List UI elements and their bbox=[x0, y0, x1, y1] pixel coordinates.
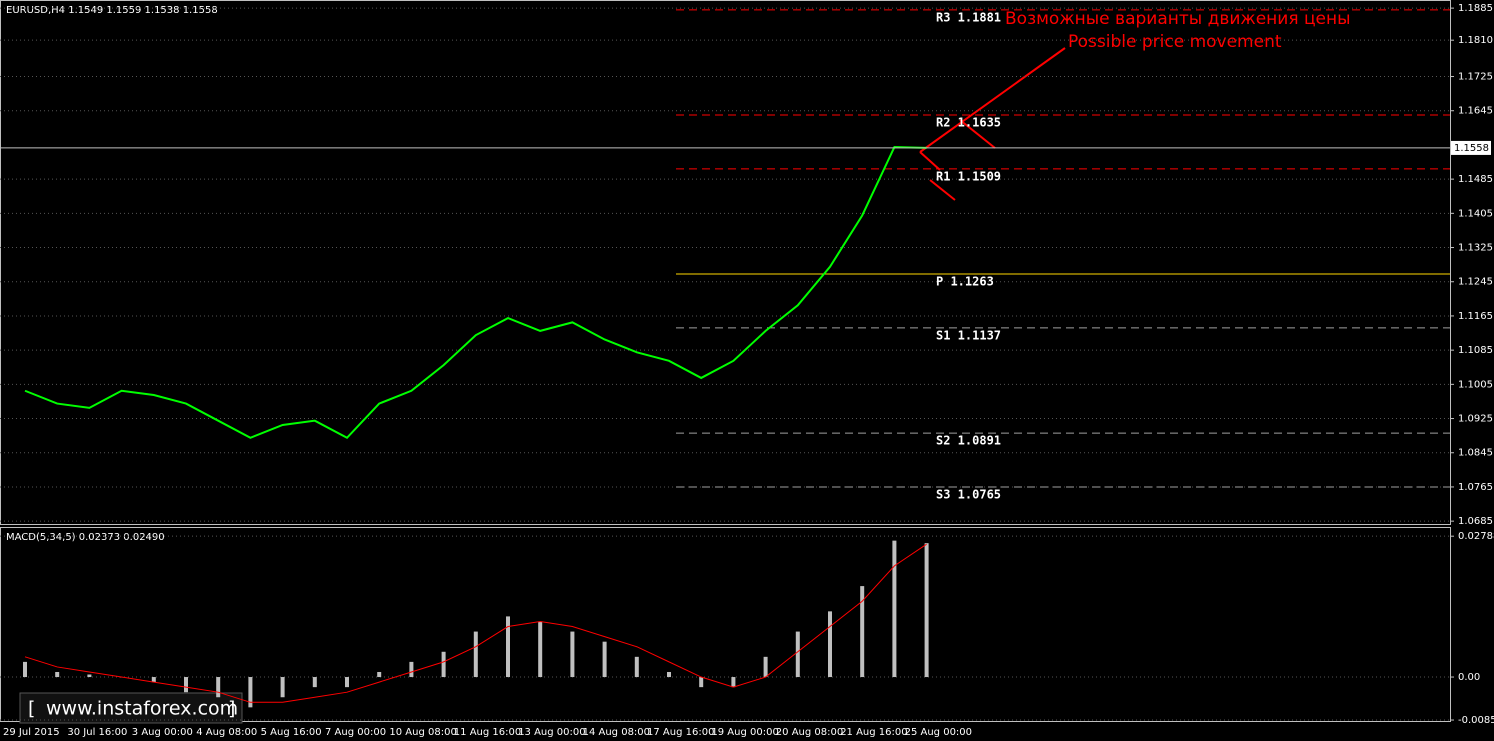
macd-bar bbox=[828, 611, 832, 678]
macd-bar bbox=[184, 677, 188, 693]
macd-bar bbox=[409, 661, 414, 678]
macd-bar bbox=[795, 631, 800, 678]
y-tick-label: 1.1485 bbox=[1458, 174, 1493, 185]
x-tick-label: 7 Aug 00:00 bbox=[325, 727, 386, 738]
pivot-label: S2 1.0891 bbox=[936, 434, 1001, 448]
y-tick-label: -0.00851 bbox=[1458, 715, 1494, 726]
x-tick-label: 14 Aug 08:00 bbox=[583, 727, 650, 738]
current-price-box bbox=[1451, 140, 1491, 155]
macd-bar bbox=[860, 586, 865, 678]
pivot-label: R2 1.1635 bbox=[936, 116, 1001, 130]
current-price-label: 1.1558 bbox=[1454, 143, 1489, 154]
pivot-label: S1 1.1137 bbox=[936, 328, 1001, 342]
macd-bar bbox=[473, 631, 478, 678]
x-tick-label: 11 Aug 16:00 bbox=[454, 727, 521, 738]
y-tick-label: 1.1405 bbox=[1458, 208, 1493, 219]
macd-bar bbox=[667, 671, 671, 678]
macd-bar bbox=[538, 621, 543, 678]
forecast-branch bbox=[959, 119, 996, 149]
macd-bar bbox=[23, 661, 27, 678]
y-tick-label: 1.1325 bbox=[1458, 243, 1493, 254]
macd-bar bbox=[924, 543, 929, 678]
pivot-label: R1 1.1509 bbox=[936, 169, 1001, 183]
y-tick-label: 1.0685 bbox=[1458, 516, 1493, 527]
y-tick-label: 1.0765 bbox=[1458, 482, 1493, 493]
macd-title: MACD(5,34,5) 0.02373 0.02490 bbox=[6, 532, 165, 543]
macd-bar bbox=[377, 671, 382, 678]
y-tick-label: 1.0925 bbox=[1458, 414, 1493, 425]
y-tick-label: 1.1005 bbox=[1458, 379, 1493, 390]
macd-bar bbox=[763, 656, 768, 678]
x-tick-label: 17 Aug 16:00 bbox=[647, 727, 714, 738]
watermark-open: [ bbox=[28, 698, 35, 720]
macd-bar bbox=[151, 677, 156, 683]
y-tick-label: 1.0845 bbox=[1458, 448, 1493, 459]
macd-bar bbox=[55, 671, 60, 678]
y-tick-label: 1.1645 bbox=[1458, 106, 1493, 117]
macd-bar bbox=[634, 656, 639, 678]
x-tick-label: 29 Jul 2015 bbox=[3, 727, 60, 738]
x-tick-label: 4 Aug 08:00 bbox=[196, 727, 257, 738]
forecast-up bbox=[919, 47, 1066, 153]
y-tick-label: 1.1165 bbox=[1458, 311, 1493, 322]
macd-bar bbox=[87, 674, 92, 678]
y-tick-label: 0.02788 bbox=[1458, 531, 1494, 542]
x-tick-label: 3 Aug 00:00 bbox=[132, 727, 193, 738]
watermark-close: ] bbox=[228, 698, 235, 720]
x-tick-label: 30 Jul 16:00 bbox=[67, 727, 127, 738]
x-tick-label: 25 Aug 00:00 bbox=[905, 727, 972, 738]
macd-bar bbox=[280, 677, 285, 698]
annotation-en: Possible price movement bbox=[1068, 32, 1282, 52]
signal-line bbox=[24, 543, 927, 703]
macd-bar bbox=[892, 540, 897, 678]
y-tick-label: 1.1810 bbox=[1458, 35, 1493, 46]
y-tick-label: 1.1245 bbox=[1458, 277, 1493, 288]
forecast-down-2 bbox=[929, 179, 956, 201]
macd-bar bbox=[699, 677, 704, 688]
watermark-box bbox=[19, 692, 243, 724]
macd-bar bbox=[248, 677, 253, 708]
y-tick-label: 1.1085 bbox=[1458, 345, 1493, 356]
price-panel bbox=[0, 0, 1451, 525]
x-tick-label: 21 Aug 16:00 bbox=[840, 727, 907, 738]
macd-bar bbox=[216, 677, 221, 698]
y-tick-label: 1.1725 bbox=[1458, 72, 1493, 83]
annotation-ru: Возможные варианты движения цены bbox=[1005, 9, 1351, 29]
x-tick-label: 10 Aug 08:00 bbox=[389, 727, 456, 738]
price-line bbox=[24, 146, 927, 440]
macd-bar bbox=[570, 631, 575, 678]
price-title: EURUSD,H4 1.1549 1.1559 1.1538 1.1558 bbox=[6, 5, 218, 16]
x-tick-label: 5 Aug 16:00 bbox=[261, 727, 322, 738]
macd-bar bbox=[345, 677, 349, 688]
x-tick-label: 13 Aug 00:00 bbox=[518, 727, 585, 738]
y-tick-label: 1.1885 bbox=[1458, 3, 1493, 14]
macd-bar bbox=[731, 677, 736, 688]
x-tick-label: 19 Aug 00:00 bbox=[711, 727, 778, 738]
pivot-label: S3 1.0765 bbox=[936, 487, 1001, 501]
x-tick-label: 20 Aug 08:00 bbox=[776, 727, 843, 738]
forecast-lines bbox=[919, 47, 1066, 201]
watermark: [ www.instaforex.com ] bbox=[19, 692, 243, 724]
pivot-label: R3 1.1881 bbox=[936, 10, 1001, 24]
watermark-text: www.instaforex.com bbox=[46, 698, 238, 720]
macd-bar bbox=[312, 677, 317, 688]
macd-bar bbox=[441, 651, 446, 678]
macd-bar bbox=[506, 616, 510, 678]
y-tick-label: 0.00 bbox=[1458, 672, 1480, 683]
pivot-label: P 1.1263 bbox=[936, 275, 994, 289]
macd-panel bbox=[0, 527, 1451, 722]
macd-bar bbox=[602, 641, 607, 678]
forecast-down bbox=[919, 151, 941, 171]
